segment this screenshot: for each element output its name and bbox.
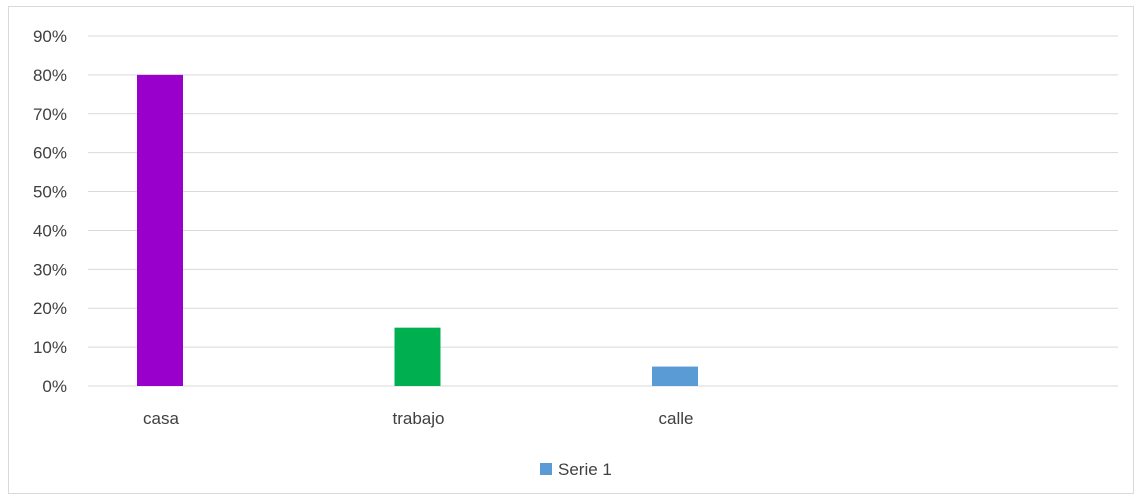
gridlines [88,35,1118,387]
chart-frame [8,6,1134,494]
x-axis-tick-labels: casa trabajo calle [143,409,693,428]
y-tick-label: 90% [33,27,67,46]
x-tick-label-calle: calle [659,409,694,428]
y-tick-label: 80% [33,66,67,85]
legend: Serie 1 [540,460,612,479]
bar-calle [652,366,698,386]
y-axis-tick-labels: 0% 10% 20% 30% 40% 50% 60% 70% 80% 90% [33,27,67,396]
legend-swatch-serie-1 [540,463,552,475]
y-tick-label: 10% [33,338,67,357]
y-tick-label: 60% [33,144,67,163]
y-tick-label: 40% [33,221,67,240]
bar-trabajo [394,327,441,386]
bar-casa [137,74,183,386]
y-tick-label: 50% [33,183,67,202]
legend-label-serie-1: Serie 1 [558,460,612,479]
bars [137,74,698,386]
x-tick-label-trabajo: trabajo [393,409,445,428]
y-tick-label: 0% [42,377,67,396]
y-tick-label: 20% [33,299,67,318]
x-tick-label-casa: casa [143,409,179,428]
y-tick-label: 30% [33,260,67,279]
y-tick-label: 70% [33,105,67,124]
